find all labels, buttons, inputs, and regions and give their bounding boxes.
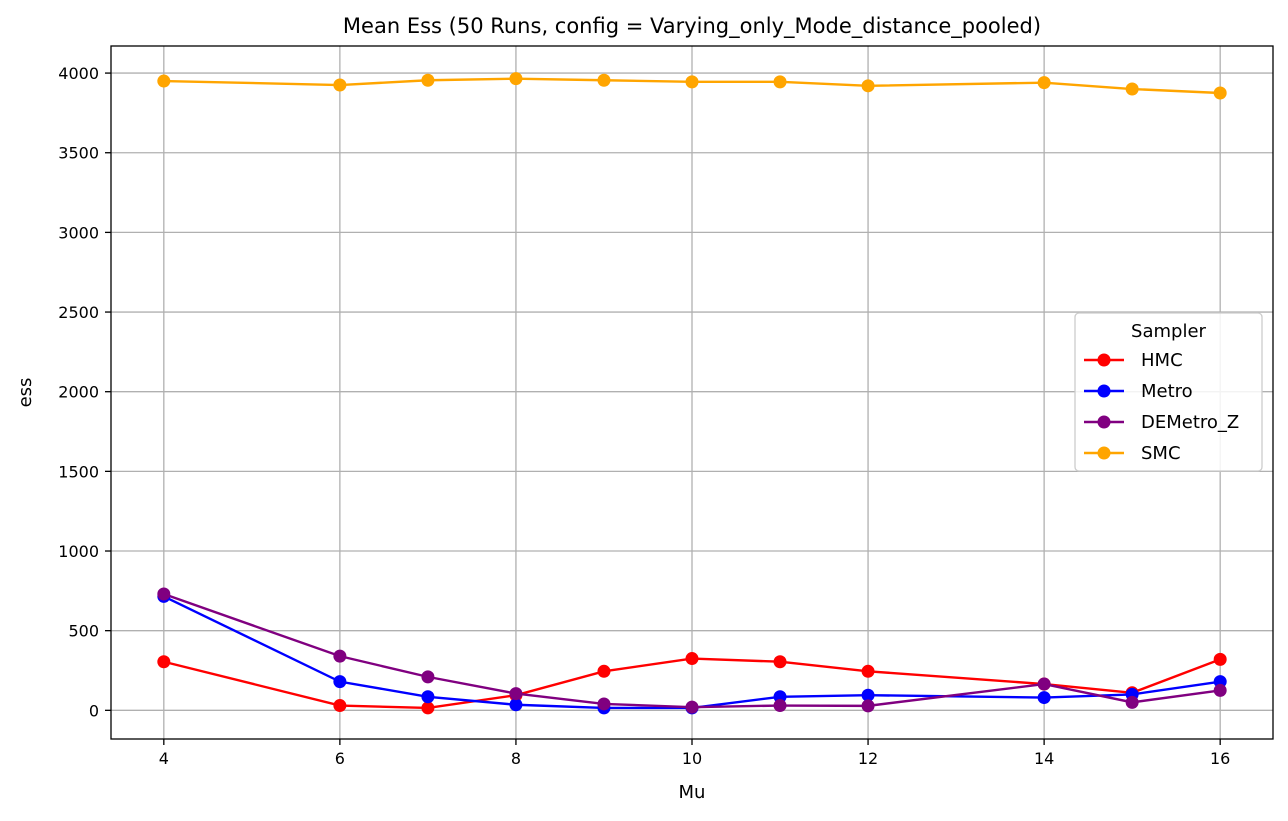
series-smc: [157, 72, 1227, 100]
data-point-metro: [1037, 691, 1051, 705]
legend-label-smc: SMC: [1141, 443, 1181, 464]
data-point-hmc: [685, 652, 699, 666]
legend-box: [1074, 312, 1263, 472]
data-point-demetro-z: [1125, 695, 1139, 709]
data-point-smc: [333, 78, 347, 92]
y-tick-label: 3000: [58, 223, 99, 242]
data-point-smc: [861, 79, 875, 93]
legend-entry-smc: SMC: [1084, 443, 1181, 464]
data-point-smc: [1125, 82, 1139, 96]
data-point-smc: [157, 74, 171, 88]
data-point-hmc: [1213, 652, 1227, 666]
data-point-metro: [509, 698, 523, 712]
data-point-smc: [685, 75, 699, 89]
chart-title: Mean Ess (50 Runs, config = Varying_only…: [343, 14, 1041, 39]
grid: [111, 46, 1273, 739]
legend-title: Sampler: [1131, 321, 1206, 342]
series-layer: [157, 72, 1227, 715]
legend: Sampler HMC Metro DEMetro_Z SMC: [1074, 312, 1263, 472]
legend-entry-metro: Metro: [1084, 381, 1193, 402]
data-point-hmc: [421, 701, 435, 715]
legend-label-metro: Metro: [1141, 381, 1193, 402]
data-point-metro: [421, 690, 435, 704]
x-tick-label: 4: [159, 749, 169, 768]
data-point-demetro-z: [421, 670, 435, 684]
data-point-smc: [597, 73, 611, 87]
ticks: 4 6 8 10 12 14 16 0 500 1000 1500 2000 2500 3000 3500 4…: [58, 64, 1230, 768]
x-tick-label: 8: [511, 749, 521, 768]
data-point-demetro-z: [773, 699, 787, 713]
data-point-metro: [861, 688, 875, 702]
y-axis-label: ess: [15, 378, 36, 408]
data-point-demetro-z: [509, 687, 523, 701]
data-point-metro: [333, 675, 347, 689]
data-point-smc: [421, 73, 435, 87]
data-point-hmc: [157, 655, 171, 669]
y-tick-label: 1000: [58, 542, 99, 561]
y-tick-label: 3500: [58, 144, 99, 163]
data-point-smc: [1213, 86, 1227, 100]
data-point-smc: [509, 72, 523, 86]
x-tick-label: 12: [858, 749, 878, 768]
legend-entries: HMC Metro DEMetro_Z SMC: [1084, 350, 1239, 464]
y-tick-label: 1500: [58, 462, 99, 481]
x-tick-label: 10: [682, 749, 702, 768]
legend-marker-demetro-z: [1097, 415, 1111, 429]
x-tick-label: 6: [335, 749, 345, 768]
x-tick-label: 16: [1210, 749, 1230, 768]
y-tick-label: 2500: [58, 303, 99, 322]
data-point-demetro-z: [333, 649, 347, 663]
x-tick-label: 14: [1034, 749, 1054, 768]
legend-entry-demetro-z: DEMetro_Z: [1084, 412, 1239, 433]
series-demetro-z: [157, 587, 1227, 714]
legend-marker-smc: [1097, 446, 1111, 460]
legend-marker-metro: [1097, 384, 1111, 398]
data-point-hmc: [597, 664, 611, 678]
data-point-demetro-z: [1037, 677, 1051, 691]
x-axis-label: Mu: [679, 782, 706, 803]
data-point-demetro-z: [1213, 683, 1227, 697]
legend-marker-hmc: [1097, 353, 1111, 367]
data-point-smc: [1037, 76, 1051, 90]
y-tick-label: 0: [89, 701, 99, 720]
data-point-demetro-z: [597, 697, 611, 711]
y-tick-label: 2000: [58, 383, 99, 402]
data-point-hmc: [333, 699, 347, 713]
data-point-hmc: [861, 664, 875, 678]
legend-entry-hmc: HMC: [1084, 350, 1183, 371]
data-point-demetro-z: [685, 700, 699, 714]
y-tick-label: 500: [68, 622, 99, 641]
data-point-hmc: [773, 655, 787, 669]
y-tick-label: 4000: [58, 64, 99, 83]
data-point-smc: [773, 75, 787, 89]
data-point-demetro-z: [861, 699, 875, 713]
legend-label-hmc: HMC: [1141, 350, 1183, 371]
data-point-demetro-z: [157, 587, 171, 601]
legend-label-demetro-z: DEMetro_Z: [1141, 412, 1239, 433]
